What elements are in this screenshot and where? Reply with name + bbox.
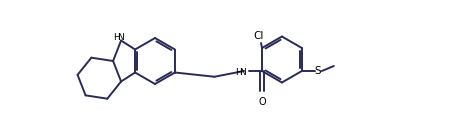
- Text: H: H: [113, 33, 119, 42]
- Text: N: N: [117, 33, 124, 42]
- Text: N: N: [239, 68, 245, 76]
- Text: S: S: [314, 66, 321, 76]
- Text: H: H: [235, 68, 242, 76]
- Text: Cl: Cl: [254, 31, 264, 41]
- Text: O: O: [258, 97, 266, 107]
